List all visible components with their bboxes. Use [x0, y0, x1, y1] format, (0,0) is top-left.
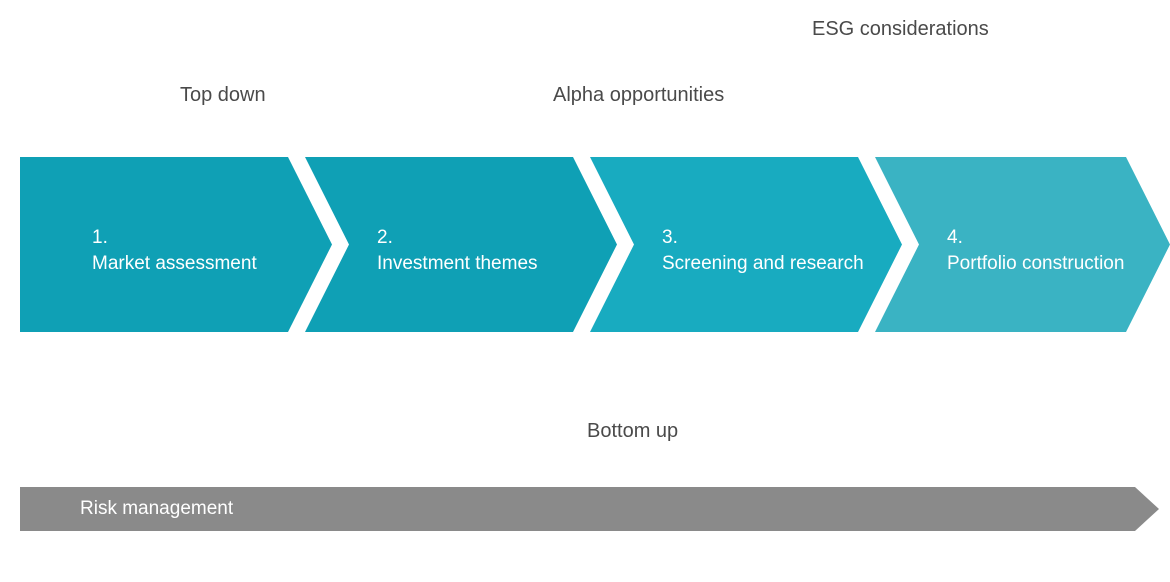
ribbon-label: Risk management: [80, 498, 233, 520]
label-esg: ESG considerations: [812, 18, 989, 41]
label-alpha: Alpha opportunities: [553, 84, 724, 107]
label-bottom-up: Bottom up: [587, 420, 678, 443]
ribbon-risk-management: Risk management: [20, 487, 1135, 531]
diagram-canvas: ESG considerations Top down Alpha opport…: [0, 0, 1170, 582]
chevron-step-1-label: 1. Market assessment: [92, 225, 257, 276]
chevron-step-2-label: 2. Investment themes: [377, 225, 538, 276]
bracket-alpha: [435, 114, 837, 140]
chevron-step-3-label: 3. Screening and research: [662, 225, 864, 276]
bracket-top-down: [20, 114, 422, 140]
chevron-row: 1. Market assessment 2. Investment themes…: [0, 157, 1170, 332]
bracket-bottom-up: [435, 348, 837, 400]
label-top-down: Top down: [180, 84, 266, 107]
chevron-step-4-label: 4. Portfolio construction: [947, 225, 1124, 276]
